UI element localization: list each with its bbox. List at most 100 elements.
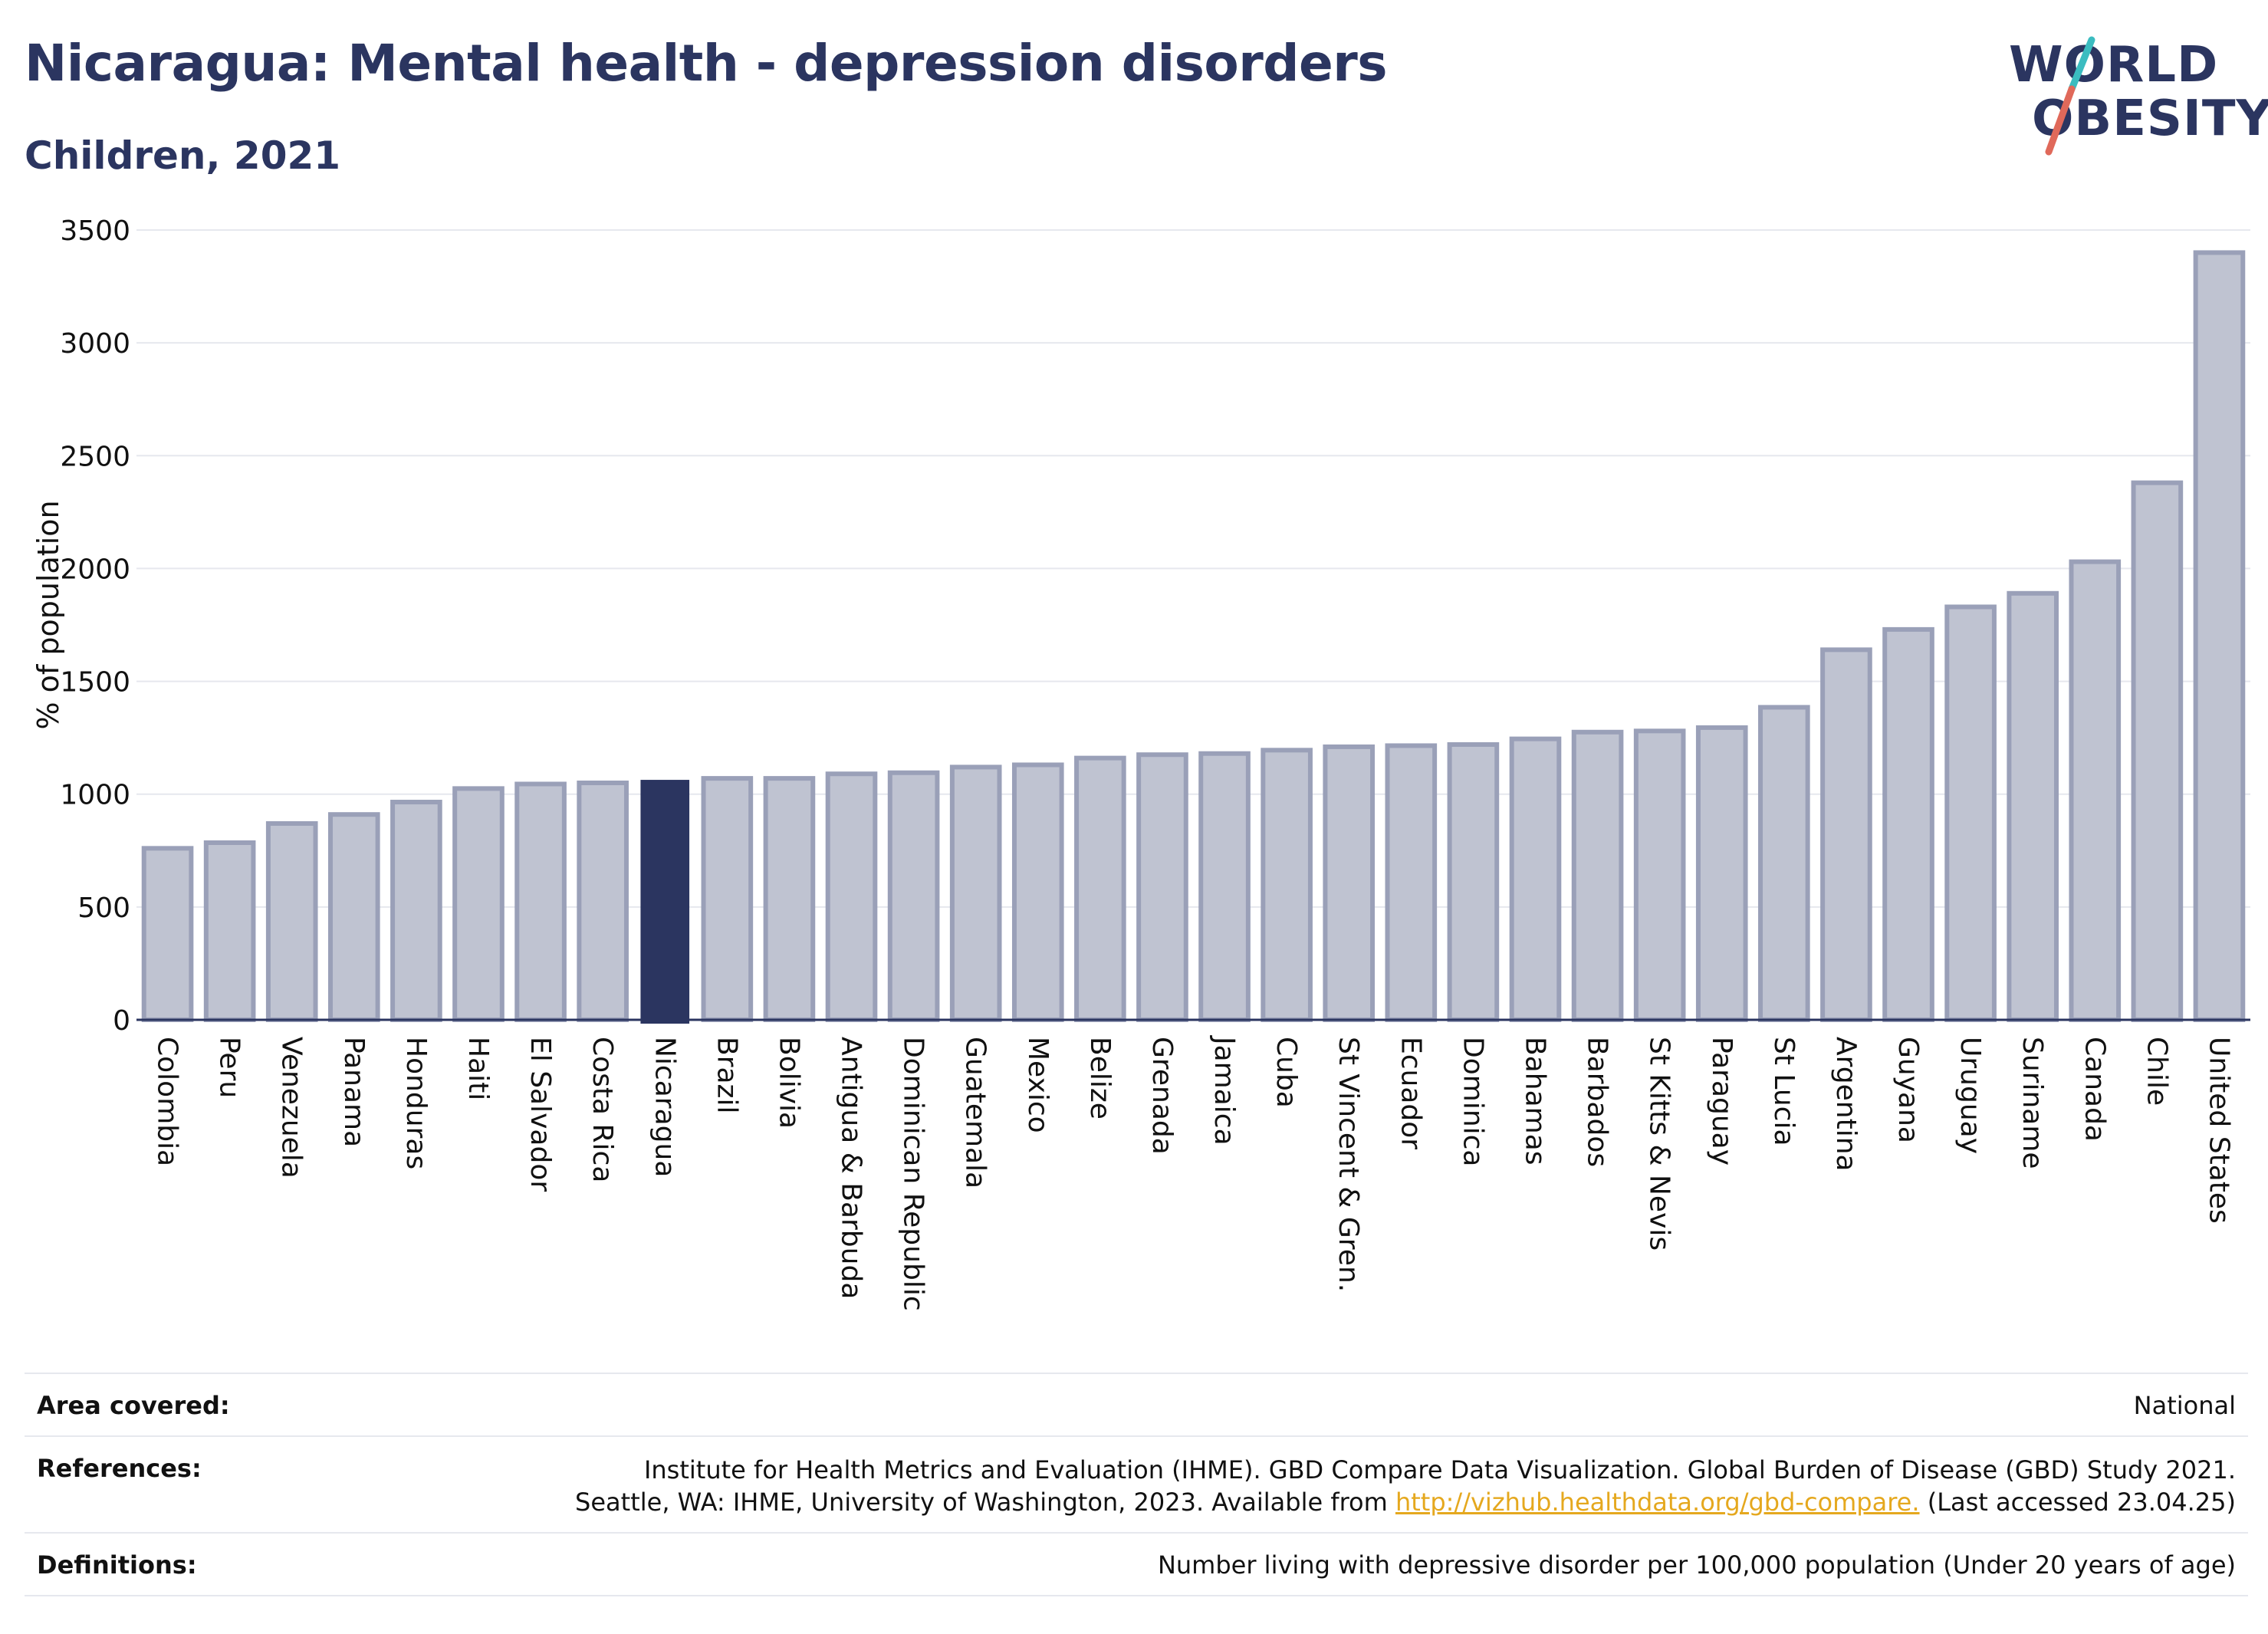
x-tick-label: Paraguay [1706, 1037, 1737, 1165]
logo-slash-icon [2045, 36, 2095, 156]
definitions-value: Number living with depressive disorder p… [1157, 1550, 2236, 1580]
y-tick-label: 500 [77, 893, 130, 924]
x-tick-label: Grenada [1146, 1037, 1178, 1155]
x-tick-label: Belize [1084, 1037, 1116, 1119]
chart-title: Nicaragua: Mental health - depression di… [25, 34, 1388, 93]
x-tick-label: Costa Rica [587, 1037, 618, 1182]
x-tick-label: Haiti [462, 1037, 494, 1100]
x-tick-label: Peru [214, 1037, 245, 1098]
references-line2: Seattle, WA: IHME, University of Washing… [575, 1486, 2236, 1518]
y-tick-label: 1000 [60, 780, 130, 811]
y-tick-label: 1500 [60, 667, 130, 699]
bar-jamaica [1198, 751, 1251, 1022]
bar-barbados [1571, 729, 1624, 1022]
y-tick-label: 3000 [60, 328, 130, 360]
bar-chile [2131, 480, 2184, 1023]
world-obesity-logo: WORLD OBESITY [2001, 23, 2268, 161]
x-tick-label: Jamaica [1208, 1035, 1240, 1146]
x-tick-label: Guatemala [960, 1037, 991, 1189]
y-tick-label: 0 [113, 1005, 130, 1037]
x-tick-label: United States [2203, 1037, 2234, 1224]
bar-st-lucia [1758, 705, 1810, 1023]
bar-bahamas [1509, 736, 1562, 1022]
x-tick-label: Honduras [400, 1037, 432, 1169]
bar-el-salvador [514, 781, 567, 1022]
references-line2-post: (Last accessed 23.04.25) [1919, 1488, 2236, 1517]
bar-grenada [1136, 752, 1188, 1022]
bar-dominican-republic [887, 770, 940, 1022]
bar-venezuela [265, 820, 318, 1022]
bar-argentina [1820, 647, 1872, 1022]
x-tick-label: Argentina [1830, 1037, 1862, 1172]
x-tick-label: Guyana [1892, 1037, 1924, 1143]
x-tick-label: Brazil [711, 1037, 742, 1113]
bar-antigua-barbuda [825, 771, 878, 1022]
x-tick-label: St Vincent & Gren. [1333, 1037, 1364, 1292]
bar-chart: 0 500 1000 1500 2000 2500 3000 3500 % of popula… [31, 215, 2250, 1311]
x-tick-label: Nicaragua [649, 1037, 680, 1177]
footer-row-area: Area covered: National [25, 1373, 2248, 1435]
x-tick-label: Barbados [1582, 1037, 1613, 1167]
y-tick-label: 2500 [60, 441, 130, 472]
references-value: Institute for Health Metrics and Evaluat… [575, 1454, 2236, 1518]
references-line2-pre: Seattle, WA: IHME, University of Washing… [575, 1488, 1395, 1517]
footer-table: Area covered: National References: Insti… [25, 1373, 2248, 1596]
bar-panama [327, 812, 380, 1022]
x-tick-label: Antigua & Barbuda [836, 1037, 867, 1299]
x-tick-label: Uruguay [1954, 1037, 1986, 1154]
x-tick-label: Venezuela [276, 1037, 307, 1179]
bar-nicaragua [640, 780, 690, 1024]
bar-haiti [452, 786, 505, 1022]
references-link[interactable]: http://vizhub.healthdata.org/gbd-compare… [1395, 1488, 1920, 1517]
x-tick-label: Cuba [1270, 1037, 1302, 1108]
x-tick-label: Mexico [1022, 1037, 1053, 1133]
bar-cuba [1261, 748, 1313, 1022]
bar-bolivia [763, 776, 816, 1022]
y-tick-label: 3500 [60, 215, 130, 247]
bar-uruguay [1944, 604, 1997, 1022]
x-tick-label: Dominica [1457, 1037, 1488, 1167]
x-tick-label: Bolivia [773, 1037, 804, 1129]
y-axis-label: % of population [31, 500, 65, 729]
x-tick-label: Panama [338, 1037, 370, 1147]
bar-colombia [141, 846, 194, 1022]
y-tick-label: 2000 [60, 554, 130, 585]
x-axis-labels: Colombia Peru Venezuela Panama Honduras Haiti… [152, 1035, 2235, 1311]
references-line1: Institute for Health Metrics and Evaluat… [643, 1455, 2236, 1484]
footer-row-definitions: Definitions: Number living with depressi… [25, 1532, 2248, 1596]
bar-st-vincent-gren- [1323, 744, 1376, 1023]
bar-paraguay [1695, 725, 1748, 1023]
x-tick-label: Bahamas [1519, 1037, 1550, 1165]
logo-line1: WORLD [2009, 37, 2219, 94]
bar-brazil [701, 776, 754, 1022]
x-tick-label: Dominican Republic [898, 1037, 929, 1311]
bar-ecuador [1385, 743, 1438, 1022]
bar-peru [203, 840, 256, 1022]
x-tick-label: El Salvador [524, 1037, 556, 1192]
bar-united-states [2193, 250, 2246, 1022]
y-axis-ticks: 0 500 1000 1500 2000 2500 3000 3500 [60, 215, 130, 1037]
x-tick-label: St Kitts & Nevis [1644, 1037, 1675, 1251]
area-value: National [2133, 1391, 2236, 1420]
definitions-label: Definitions: [37, 1550, 197, 1580]
area-label: Area covered: [37, 1391, 230, 1420]
bar-belize [1074, 755, 1126, 1023]
bar-dominica [1447, 741, 1500, 1022]
bar-guatemala [949, 764, 1002, 1023]
chart-subtitle: Children, 2021 [25, 133, 341, 178]
x-tick-label: Canada [2079, 1037, 2110, 1142]
bar-costa-rica [577, 781, 629, 1022]
x-tick-label: Colombia [152, 1037, 183, 1166]
bars [141, 250, 2246, 1024]
bar-canada [2069, 559, 2122, 1023]
bar-guyana [1882, 626, 1934, 1023]
bar-mexico [1011, 762, 1064, 1022]
references-label: References: [37, 1454, 202, 1483]
x-tick-label: St Lucia [1768, 1037, 1800, 1146]
bar-st-kitts-nevis [1633, 728, 1686, 1022]
x-tick-label: Chile [2141, 1037, 2172, 1106]
x-tick-label: Ecuador [1395, 1037, 1426, 1149]
bar-honduras [390, 800, 442, 1022]
x-tick-label: Suriname [2017, 1037, 2048, 1169]
bar-suriname [2007, 590, 2059, 1022]
